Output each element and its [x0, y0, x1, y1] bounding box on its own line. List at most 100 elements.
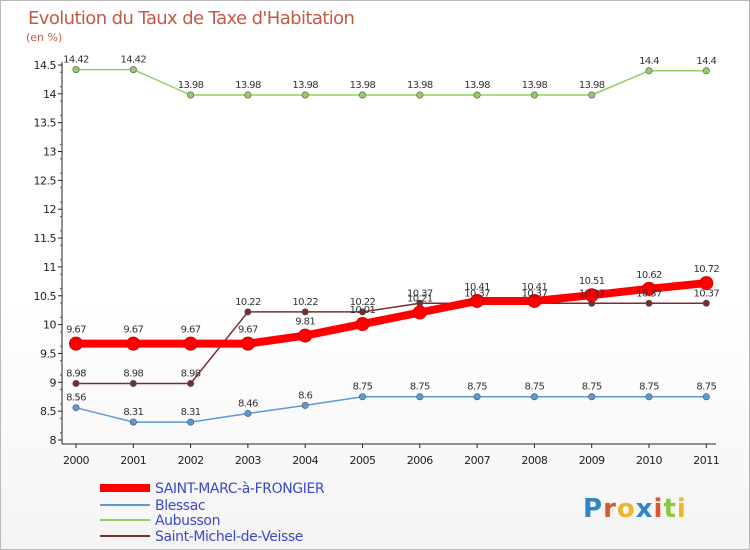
y-tick-label: 12.5	[34, 174, 57, 187]
y-tick-label: 14	[43, 88, 56, 101]
data-label: 10.37	[579, 288, 605, 299]
data-point	[187, 418, 195, 426]
x-tick-label: 2007	[464, 454, 490, 467]
data-label: 8.98	[181, 368, 201, 379]
data-label: 8.75	[353, 382, 373, 393]
y-tick-label: 9.5	[40, 347, 56, 360]
logo-text: Proxiti	[583, 494, 687, 524]
data-label: 13.98	[522, 80, 548, 91]
data-label: 14.4	[639, 56, 659, 67]
data-label: 14.4	[696, 56, 716, 67]
data-label: 13.98	[350, 80, 376, 91]
data-label: 13.98	[579, 80, 605, 91]
data-point	[645, 299, 653, 307]
series-line	[75, 395, 707, 423]
data-point	[240, 336, 255, 351]
data-point	[358, 393, 366, 401]
data-point	[416, 393, 424, 401]
data-label: 13.98	[292, 80, 318, 91]
axes: 8 8.5 9 9.5 10 10.5 11 11.5 12 12.5 13 13.5 14 14.5 20…	[34, 59, 720, 467]
data-point	[187, 379, 195, 387]
logo-letter: P	[583, 494, 603, 524]
data-label: 10.37	[407, 288, 433, 299]
data-label: 10.37	[464, 288, 490, 299]
logo-letter: x	[636, 494, 654, 524]
x-tick-label: 2002	[178, 454, 204, 467]
data-label: 10.22	[350, 297, 376, 308]
x-tick-label: 2005	[350, 454, 376, 467]
data-point	[244, 409, 252, 417]
x-tick-label: 2011	[693, 454, 719, 467]
series-line	[76, 68, 707, 96]
proxiti-logo: Proxiti	[583, 494, 687, 524]
data-label: 10.22	[292, 297, 318, 308]
data-point	[126, 336, 141, 351]
data-label: 10.62	[636, 270, 662, 281]
legend-label: SAINT-MARC-à-FRONGIER	[155, 481, 325, 497]
data-label: 9.67	[66, 325, 86, 336]
y-tick-label: 13	[43, 146, 56, 159]
y-tick-label: 13.5	[34, 117, 57, 130]
legend-label: Blessac	[155, 498, 205, 514]
data-label: 8.75	[524, 382, 544, 393]
y-tick-label: 11	[43, 261, 56, 274]
data-label: 13.98	[235, 80, 261, 91]
data-label: 8.75	[410, 382, 430, 393]
data-label: 10.21	[407, 294, 433, 305]
data-point	[72, 404, 80, 412]
data-point	[244, 308, 252, 316]
data-point	[183, 336, 198, 351]
data-label: 10.37	[693, 288, 719, 299]
chart-title: Evolution du Taux de Taxe d'Habitation	[28, 8, 354, 29]
data-point	[473, 91, 481, 99]
legend-label: Aubusson	[155, 513, 220, 529]
data-point	[244, 91, 252, 99]
data-label: 9.67	[181, 325, 201, 336]
data-point	[702, 299, 710, 307]
data-label: 10.41	[522, 282, 548, 293]
data-point	[129, 66, 137, 74]
series-lines	[69, 66, 714, 426]
data-point	[301, 91, 309, 99]
data-label: 8.6	[298, 390, 312, 401]
series-line	[76, 279, 707, 348]
y-tick-label: 12	[43, 203, 56, 216]
data-labels: 9.67 9.67 9.67 9.67 9.81 10.01 10.21 10.41 10.41…	[63, 55, 720, 419]
x-tick-label: 2004	[292, 454, 318, 467]
x-tick-label: 2003	[235, 454, 261, 467]
unit-label: (en %)	[26, 31, 62, 44]
data-label: 10.41	[464, 282, 490, 293]
legend: SAINT-MARC-à-FRONGIERBlessacAubussonSain…	[100, 481, 325, 545]
data-label: 8.75	[639, 382, 659, 393]
data-point	[702, 393, 710, 401]
logo-letter: i	[677, 494, 687, 524]
data-point	[358, 308, 366, 316]
data-label: 10.37	[522, 288, 548, 299]
data-label: 8.98	[123, 368, 143, 379]
data-point	[298, 328, 313, 343]
data-point	[412, 305, 427, 320]
data-label: 8.75	[696, 382, 716, 393]
data-point	[645, 67, 653, 75]
legend-label: Saint-Michel-de-Veisse	[155, 529, 303, 545]
data-point	[69, 336, 83, 351]
data-label: 14.42	[120, 55, 146, 66]
x-tick-label: 2001	[120, 454, 146, 467]
data-point	[301, 401, 309, 409]
logo-letter: i	[654, 494, 664, 524]
data-label: 9.67	[238, 325, 258, 336]
data-label: 8.56	[66, 393, 86, 404]
data-point	[699, 276, 714, 291]
data-label: 8.31	[123, 407, 143, 418]
data-point	[72, 379, 80, 387]
x-tick-label: 2000	[63, 454, 89, 467]
series-line	[76, 302, 707, 385]
data-label: 9.81	[295, 317, 315, 328]
data-label: 8.75	[467, 382, 487, 393]
x-tick-label: 2009	[579, 454, 605, 467]
data-label: 10.51	[579, 276, 605, 287]
logo-letter: r	[603, 494, 617, 524]
x-tick-label: 2006	[407, 454, 433, 467]
data-point	[355, 317, 370, 332]
